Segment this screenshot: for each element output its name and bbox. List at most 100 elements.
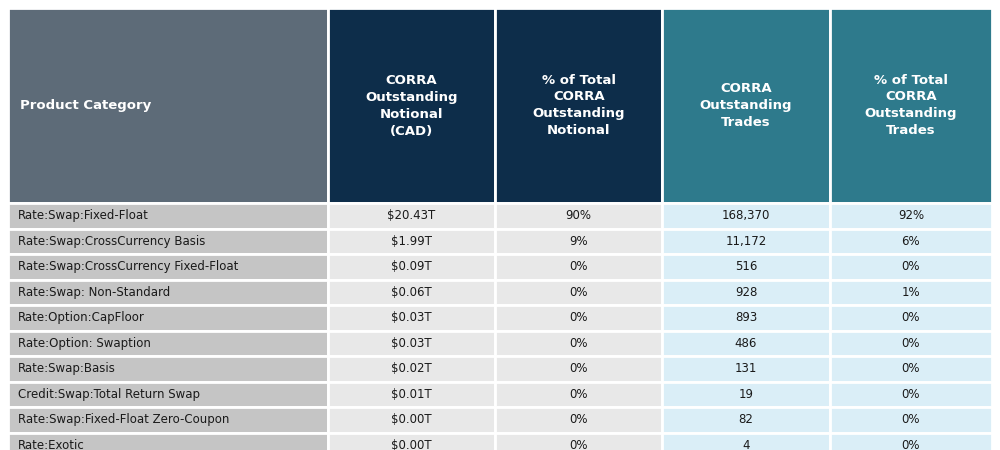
Bar <box>495 382 662 407</box>
Bar <box>495 254 662 279</box>
Text: 0%: 0% <box>902 362 920 375</box>
Text: Rate:Option:CapFloor: Rate:Option:CapFloor <box>18 311 145 324</box>
Text: Rate:Swap:CrossCurrency Fixed-Float: Rate:Swap:CrossCurrency Fixed-Float <box>18 260 238 273</box>
Bar <box>495 432 662 450</box>
Text: 9%: 9% <box>569 235 588 248</box>
Text: CORRA
Outstanding
Notional
(CAD): CORRA Outstanding Notional (CAD) <box>365 73 458 138</box>
Bar <box>662 432 830 450</box>
Text: 0%: 0% <box>902 388 920 401</box>
Text: 168,370: 168,370 <box>722 209 770 222</box>
Text: $0.01T: $0.01T <box>391 388 432 401</box>
Bar <box>830 254 992 279</box>
Text: Credit:Swap:Total Return Swap: Credit:Swap:Total Return Swap <box>18 388 200 401</box>
Text: 0%: 0% <box>902 260 920 273</box>
Bar <box>8 229 328 254</box>
Text: $0.03T: $0.03T <box>391 311 432 324</box>
Text: 516: 516 <box>735 260 757 273</box>
Text: 0%: 0% <box>902 439 920 450</box>
Bar <box>328 203 495 229</box>
Text: Rate:Swap:CrossCurrency Basis: Rate:Swap:CrossCurrency Basis <box>18 235 205 248</box>
Text: Rate:Swap:Fixed-Float Zero-Coupon: Rate:Swap:Fixed-Float Zero-Coupon <box>18 413 229 426</box>
Text: CORRA
Outstanding
Trades: CORRA Outstanding Trades <box>700 82 792 129</box>
Bar <box>830 432 992 450</box>
Text: 0%: 0% <box>569 439 588 450</box>
Text: Rate:Swap:Fixed-Float: Rate:Swap:Fixed-Float <box>18 209 149 222</box>
Bar <box>328 229 495 254</box>
Text: % of Total
CORRA
Outstanding
Trades: % of Total CORRA Outstanding Trades <box>865 73 957 138</box>
Text: 0%: 0% <box>902 311 920 324</box>
Bar <box>830 203 992 229</box>
Text: $0.00T: $0.00T <box>391 413 432 426</box>
Text: 1%: 1% <box>902 286 920 299</box>
Bar <box>495 203 662 229</box>
Bar <box>830 8 992 203</box>
Text: 893: 893 <box>735 311 757 324</box>
Text: 4: 4 <box>742 439 750 450</box>
Text: 0%: 0% <box>569 260 588 273</box>
Text: $0.02T: $0.02T <box>391 362 432 375</box>
Text: 90%: 90% <box>566 209 592 222</box>
Bar <box>8 407 328 432</box>
Bar <box>495 407 662 432</box>
Bar <box>8 8 328 203</box>
Bar <box>830 305 992 330</box>
Bar <box>495 330 662 356</box>
Text: Rate:Swap:Basis: Rate:Swap:Basis <box>18 362 116 375</box>
Bar <box>495 279 662 305</box>
Text: 0%: 0% <box>902 337 920 350</box>
Bar <box>328 330 495 356</box>
Bar <box>830 382 992 407</box>
Bar <box>495 8 662 203</box>
Bar <box>662 330 830 356</box>
Bar <box>495 356 662 382</box>
Text: 11,172: 11,172 <box>725 235 767 248</box>
Text: 92%: 92% <box>898 209 924 222</box>
Text: 82: 82 <box>739 413 753 426</box>
Text: $20.43T: $20.43T <box>387 209 436 222</box>
Bar <box>8 279 328 305</box>
Bar <box>662 254 830 279</box>
Bar <box>662 203 830 229</box>
Text: 19: 19 <box>738 388 754 401</box>
Bar <box>328 432 495 450</box>
Bar <box>8 382 328 407</box>
Text: $0.06T: $0.06T <box>391 286 432 299</box>
Bar <box>8 203 328 229</box>
Text: 0%: 0% <box>569 388 588 401</box>
Bar <box>662 382 830 407</box>
Bar <box>830 229 992 254</box>
Bar <box>662 356 830 382</box>
Bar <box>830 356 992 382</box>
Text: 0%: 0% <box>569 362 588 375</box>
Text: 6%: 6% <box>902 235 920 248</box>
Bar <box>8 330 328 356</box>
Bar <box>328 254 495 279</box>
Bar <box>328 279 495 305</box>
Text: 0%: 0% <box>569 286 588 299</box>
Text: 0%: 0% <box>569 413 588 426</box>
Bar <box>830 330 992 356</box>
Text: $0.00T: $0.00T <box>391 439 432 450</box>
Bar <box>662 279 830 305</box>
Bar <box>830 407 992 432</box>
Bar <box>328 407 495 432</box>
Bar <box>495 229 662 254</box>
Bar <box>495 305 662 330</box>
Bar <box>662 8 830 203</box>
Text: 486: 486 <box>735 337 757 350</box>
Text: % of Total
CORRA
Outstanding
Notional: % of Total CORRA Outstanding Notional <box>532 73 625 138</box>
Text: 131: 131 <box>735 362 757 375</box>
Bar <box>328 356 495 382</box>
Bar <box>328 8 495 203</box>
Text: $0.03T: $0.03T <box>391 337 432 350</box>
Text: Rate:Swap: Non-Standard: Rate:Swap: Non-Standard <box>18 286 170 299</box>
Bar <box>8 356 328 382</box>
Bar <box>662 305 830 330</box>
Text: Rate:Exotic: Rate:Exotic <box>18 439 85 450</box>
Text: Product Category: Product Category <box>20 99 151 112</box>
Bar <box>8 305 328 330</box>
Text: 0%: 0% <box>902 413 920 426</box>
Bar <box>662 229 830 254</box>
Text: 928: 928 <box>735 286 757 299</box>
Text: 0%: 0% <box>569 337 588 350</box>
